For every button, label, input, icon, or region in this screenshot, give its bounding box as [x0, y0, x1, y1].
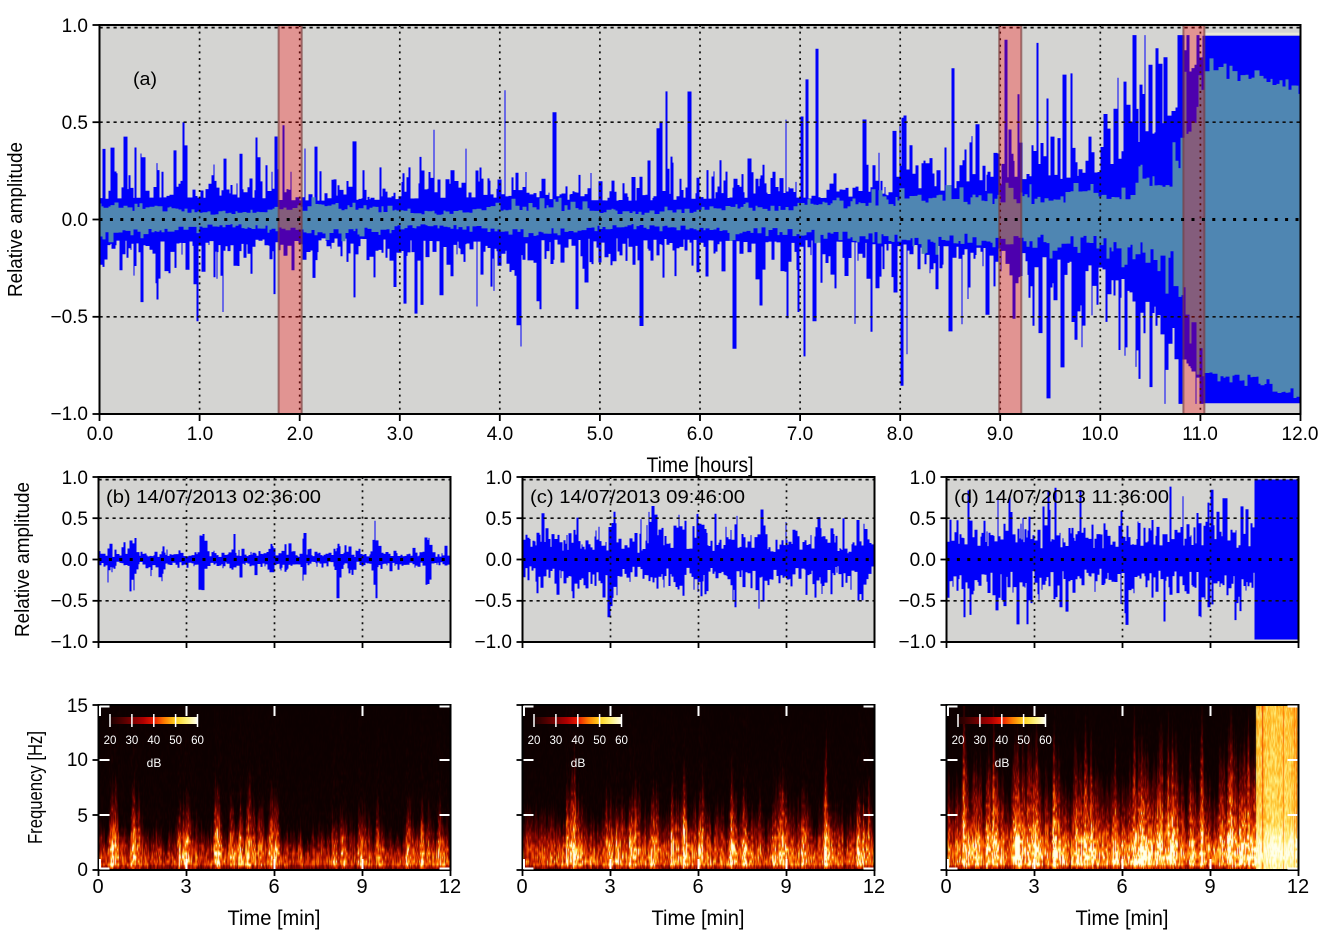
svg-text:9: 9 — [780, 876, 791, 898]
svg-text:0.5: 0.5 — [62, 509, 88, 530]
svg-text:40: 40 — [995, 735, 1008, 747]
svg-text:9: 9 — [1204, 876, 1215, 898]
svg-text:12: 12 — [439, 876, 461, 898]
svg-text:(c) 14/07/2013 09:46:00: (c) 14/07/2013 09:46:00 — [530, 487, 745, 507]
svg-text:0: 0 — [77, 860, 88, 881]
svg-text:3.0: 3.0 — [387, 424, 413, 445]
svg-text:60: 60 — [191, 735, 204, 747]
svg-text:Time [min]: Time [min] — [1076, 907, 1169, 930]
svg-text:Frequency [Hz]: Frequency [Hz] — [25, 731, 47, 844]
svg-text:Time [hours]: Time [hours] — [647, 454, 754, 477]
svg-text:(a): (a) — [133, 69, 157, 89]
svg-text:30: 30 — [126, 735, 139, 747]
svg-text:0.5: 0.5 — [910, 509, 936, 530]
svg-text:12.0: 12.0 — [1282, 424, 1319, 445]
svg-text:−1.0: −1.0 — [50, 632, 88, 653]
svg-text:20: 20 — [104, 735, 117, 747]
svg-text:0.0: 0.0 — [62, 550, 88, 571]
svg-text:15: 15 — [67, 696, 88, 717]
svg-text:10.0: 10.0 — [1082, 424, 1119, 445]
svg-text:−1.0: −1.0 — [898, 632, 936, 653]
svg-text:0: 0 — [940, 876, 951, 898]
svg-text:0.0: 0.0 — [910, 550, 936, 571]
svg-text:1.0: 1.0 — [187, 424, 213, 445]
svg-text:dB: dB — [995, 756, 1010, 770]
svg-text:4.0: 4.0 — [487, 424, 513, 445]
svg-text:0.0: 0.0 — [62, 210, 88, 231]
svg-text:6: 6 — [268, 876, 279, 898]
svg-text:20: 20 — [952, 735, 965, 747]
svg-text:50: 50 — [1017, 735, 1030, 747]
svg-text:−0.5: −0.5 — [898, 591, 936, 612]
svg-text:40: 40 — [571, 735, 584, 747]
svg-text:(b) 14/07/2013 02:36:00: (b) 14/07/2013 02:36:00 — [106, 487, 321, 507]
svg-text:0.5: 0.5 — [62, 113, 88, 134]
svg-text:8.0: 8.0 — [887, 424, 913, 445]
svg-text:11.0: 11.0 — [1182, 424, 1218, 445]
svg-text:2.0: 2.0 — [287, 424, 313, 445]
svg-text:10: 10 — [67, 750, 88, 771]
svg-text:6: 6 — [692, 876, 703, 898]
svg-text:dB: dB — [571, 756, 586, 770]
svg-text:9.0: 9.0 — [987, 424, 1013, 445]
svg-text:Relative amplitude: Relative amplitude — [12, 482, 34, 637]
svg-text:6: 6 — [1116, 876, 1127, 898]
svg-text:30: 30 — [974, 735, 987, 747]
svg-text:−0.5: −0.5 — [50, 307, 88, 328]
svg-text:5.0: 5.0 — [587, 424, 613, 445]
svg-text:12: 12 — [1287, 876, 1309, 898]
svg-text:5: 5 — [77, 806, 88, 827]
svg-text:−1.0: −1.0 — [474, 632, 512, 653]
svg-text:0.0: 0.0 — [87, 424, 113, 445]
svg-text:3: 3 — [1028, 876, 1039, 898]
svg-text:30: 30 — [550, 735, 563, 747]
svg-text:0: 0 — [516, 876, 527, 898]
svg-text:50: 50 — [593, 735, 606, 747]
svg-text:0.0: 0.0 — [486, 550, 512, 571]
svg-text:12: 12 — [863, 876, 885, 898]
svg-text:40: 40 — [147, 735, 160, 747]
svg-text:60: 60 — [615, 735, 628, 747]
svg-text:1.0: 1.0 — [910, 468, 936, 489]
svg-text:20: 20 — [528, 735, 541, 747]
svg-text:Time [min]: Time [min] — [228, 907, 321, 930]
svg-text:−1.0: −1.0 — [50, 404, 88, 425]
svg-text:50: 50 — [169, 735, 182, 747]
svg-text:3: 3 — [180, 876, 191, 898]
svg-text:−0.5: −0.5 — [474, 591, 512, 612]
svg-text:60: 60 — [1039, 735, 1052, 747]
svg-text:(d) 14/07/2013 11:36:00: (d) 14/07/2013 11:36:00 — [954, 487, 1169, 507]
svg-text:1.0: 1.0 — [62, 468, 88, 489]
svg-text:−0.5: −0.5 — [50, 591, 88, 612]
svg-text:1.0: 1.0 — [62, 16, 88, 37]
svg-text:7.0: 7.0 — [787, 424, 813, 445]
svg-text:6.0: 6.0 — [687, 424, 713, 445]
svg-text:Relative amplitude: Relative amplitude — [5, 142, 27, 297]
svg-text:3: 3 — [604, 876, 615, 898]
svg-text:9: 9 — [356, 876, 367, 898]
svg-text:Time [min]: Time [min] — [652, 907, 745, 930]
svg-text:1.0: 1.0 — [486, 468, 512, 489]
svg-text:0: 0 — [92, 876, 103, 898]
svg-text:0.5: 0.5 — [486, 509, 512, 530]
svg-text:dB: dB — [147, 756, 162, 770]
